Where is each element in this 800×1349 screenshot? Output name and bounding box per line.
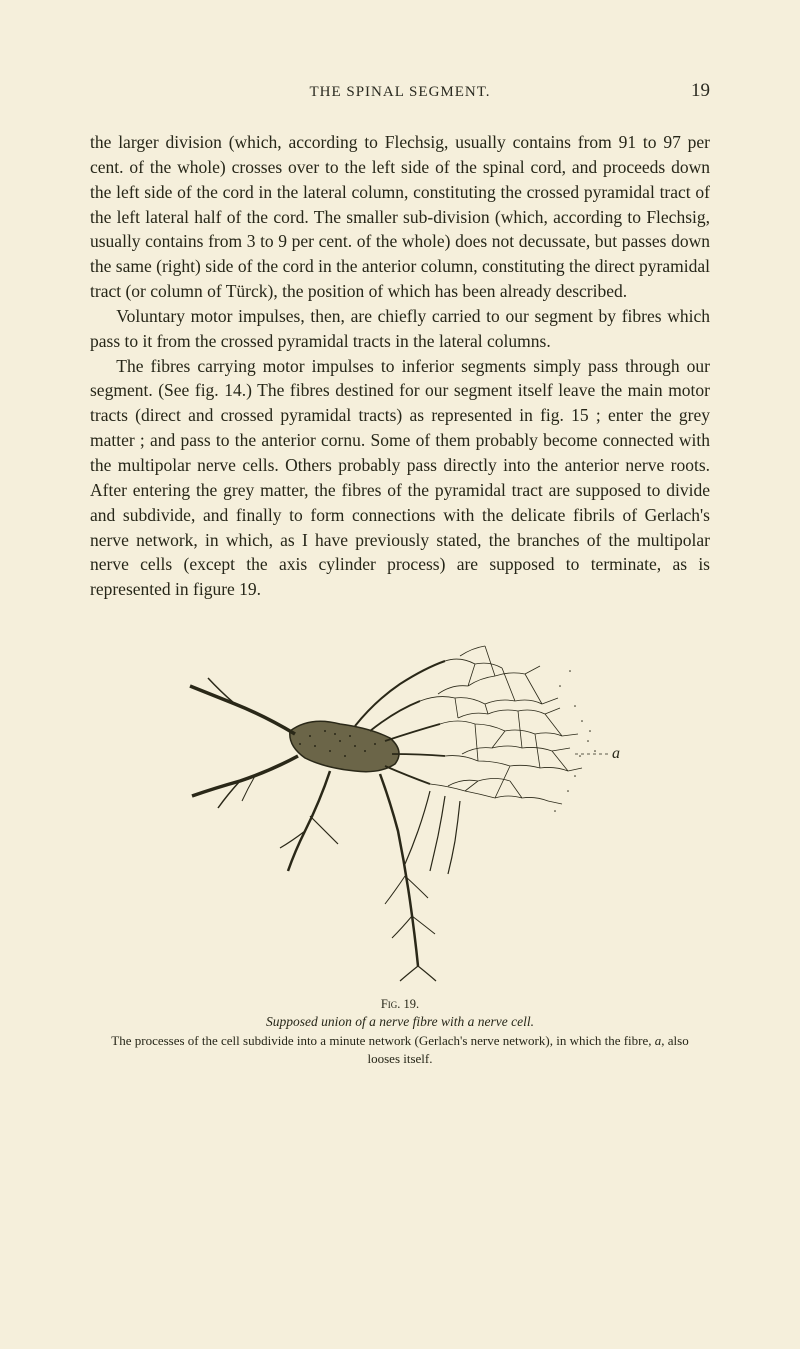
figure-description: The processes of the cell subdivide into… <box>90 1032 710 1067</box>
paragraph-1: the larger division (which, according to… <box>90 130 710 304</box>
page-number: 19 <box>670 80 710 102</box>
figure-subtitle: Supposed union of a nerve fibre with a n… <box>90 1014 710 1030</box>
figure-container: a Fig. 19. Supposed union of a nerve fib… <box>90 616 710 1067</box>
figure-desc-before: The processes of the cell subdivide into… <box>111 1033 654 1048</box>
body-text: the larger division (which, according to… <box>90 130 710 602</box>
figure-caption: Fig. 19. Supposed union of a nerve fibre… <box>90 997 710 1067</box>
running-header: THE SPINAL SEGMENT. <box>130 84 670 101</box>
nerve-cell-figure: a <box>180 616 620 986</box>
paragraph-3: The fibres carrying motor impulses to in… <box>90 354 710 602</box>
figure-label-a: a <box>612 745 620 762</box>
figure-number: Fig. 19. <box>90 997 710 1012</box>
page-header: THE SPINAL SEGMENT. 19 <box>90 80 710 102</box>
paragraph-2: Voluntary motor impulses, then, are chie… <box>90 304 710 354</box>
